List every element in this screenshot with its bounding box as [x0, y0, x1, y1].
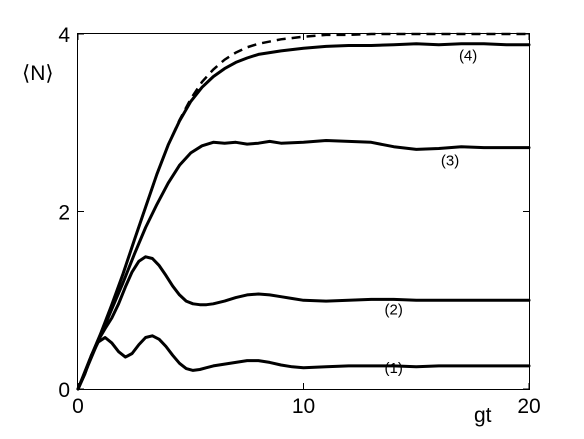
plot-frame [77, 33, 530, 390]
y-axis-label: ⟨N⟩ [22, 62, 54, 85]
curve-label-4: (4) [459, 48, 477, 65]
series-line-1 [76, 334, 531, 391]
axis-ticks [77, 33, 530, 390]
x-axis-label: gt [474, 404, 492, 427]
series-line-4 [76, 42, 531, 391]
series-group [76, 32, 531, 391]
axis-tick-labels: 0 10 20 0 2 4 [58, 24, 540, 418]
curve-label-2: (2) [385, 301, 403, 318]
series-line-3 [76, 139, 531, 391]
curve-labels: (1) (2) (3) (4) [385, 48, 478, 377]
y-tick-label-2: 2 [58, 202, 70, 225]
series-line-dashed [76, 32, 529, 390]
x-tick-label-0: 0 [72, 395, 84, 418]
curve-label-1: (1) [385, 360, 403, 377]
curve-label-3: (3) [441, 152, 459, 169]
x-tick-label-20: 20 [517, 395, 540, 418]
series-line-2 [76, 255, 531, 391]
y-tick-label-4: 4 [58, 24, 70, 47]
x-tick-label-10: 10 [292, 395, 315, 418]
y-tick-label-0: 0 [58, 379, 70, 402]
